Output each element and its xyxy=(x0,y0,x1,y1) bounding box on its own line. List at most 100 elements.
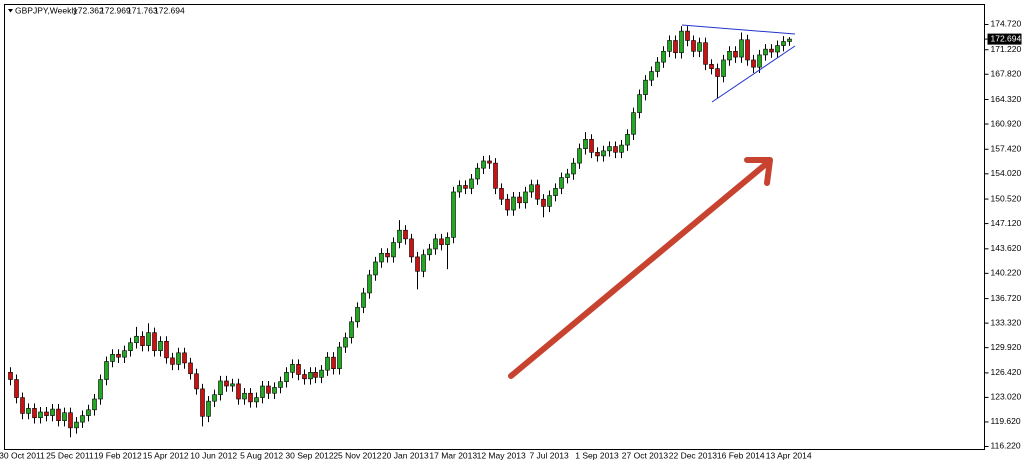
candle-body xyxy=(505,198,510,211)
candle-body xyxy=(487,160,492,164)
candle-body xyxy=(170,357,175,365)
candle-body xyxy=(110,353,115,362)
candle-body xyxy=(607,146,612,152)
candle-body xyxy=(637,94,642,113)
candle-body xyxy=(206,400,211,417)
candle-body xyxy=(218,380,223,395)
y-tick-label: 164.320 xyxy=(991,94,1022,104)
candle-body xyxy=(92,398,97,411)
candle-body xyxy=(325,356,330,371)
candle-body xyxy=(757,54,762,68)
plot-frame xyxy=(4,4,985,450)
candle-body xyxy=(577,148,582,164)
candle-body xyxy=(230,383,235,387)
y-tick-label: 129.920 xyxy=(991,342,1022,352)
candle-body xyxy=(427,248,432,256)
candle-body xyxy=(517,196,522,204)
candle-body xyxy=(553,188,558,196)
x-tick-label: 13 Apr 2014 xyxy=(766,450,812,460)
candle-body xyxy=(751,59,756,68)
candle-body xyxy=(565,173,570,178)
candle-body xyxy=(679,30,684,54)
x-tick-label: 10 Jun 2012 xyxy=(190,450,237,460)
candle-body xyxy=(673,40,678,54)
y-tick-label: 167.820 xyxy=(991,69,1022,79)
candle-body xyxy=(122,350,127,358)
candle-body xyxy=(296,364,301,375)
trend-arrow-head xyxy=(744,157,773,186)
current-price: 172.694 xyxy=(984,33,1022,45)
candle-body xyxy=(733,51,738,58)
candle-body xyxy=(290,364,295,373)
candle-body xyxy=(254,397,259,403)
y-tick-label: 119.620 xyxy=(991,416,1021,426)
candle-body xyxy=(26,408,31,414)
y-tick-label: 147.120 xyxy=(991,218,1022,228)
x-tick-label: 5 Aug 2012 xyxy=(240,450,283,460)
candle-body xyxy=(284,372,289,382)
high-label: 172.969 xyxy=(100,5,131,15)
candle-body xyxy=(415,256,420,272)
candle-body xyxy=(643,79,648,95)
candle-body xyxy=(302,374,307,380)
candle-body xyxy=(697,42,702,52)
candle-body xyxy=(583,139,588,149)
candle-body xyxy=(469,178,474,189)
candle-body xyxy=(499,188,504,200)
y-tick-label: 126.420 xyxy=(991,367,1022,377)
candle-body xyxy=(20,397,25,414)
candle-body xyxy=(541,198,546,207)
candle-body xyxy=(349,321,354,338)
candle-body xyxy=(529,184,534,193)
y-tick-label: 133.320 xyxy=(991,317,1022,327)
candle-body xyxy=(200,388,205,417)
candle-body xyxy=(158,340,163,351)
candle-body xyxy=(667,40,672,52)
x-tick-label: 15 Apr 2012 xyxy=(143,450,189,460)
candle-body xyxy=(56,408,61,421)
y-tick-label: 136.720 xyxy=(991,293,1022,303)
candle-body xyxy=(104,361,109,380)
triangle-lower-line xyxy=(711,45,796,103)
candle-body xyxy=(224,380,229,387)
candle-body xyxy=(511,196,516,211)
candle-body xyxy=(367,274,372,294)
candle-body xyxy=(691,40,696,52)
candle-body xyxy=(260,385,265,398)
candle-body xyxy=(355,307,360,323)
candle-body xyxy=(62,412,67,421)
candle-body xyxy=(236,383,241,400)
candle-body xyxy=(128,342,133,351)
candle-body xyxy=(589,139,594,153)
candle-body xyxy=(308,372,313,380)
candle-body xyxy=(421,254,426,272)
x-tick-label: 16 Feb 2014 xyxy=(717,450,765,460)
candle-body xyxy=(655,61,660,72)
candle-body xyxy=(152,332,157,351)
candle-body xyxy=(685,30,690,41)
header-icon xyxy=(8,9,13,13)
candle-body xyxy=(146,332,151,346)
y-tick-label: 160.920 xyxy=(991,118,1022,128)
y-tick-label: 123.020 xyxy=(991,392,1022,402)
candle-body xyxy=(116,353,121,358)
x-tick-label: 25 Nov 2012 xyxy=(333,450,381,460)
candle-body xyxy=(337,346,342,370)
x-tick-label: 20 Jan 2013 xyxy=(382,450,429,460)
candle-body xyxy=(463,185,468,189)
candle-body xyxy=(457,185,462,193)
low-label: 171.763 xyxy=(127,5,158,15)
candle-body xyxy=(86,409,91,416)
candle-body xyxy=(661,51,666,63)
candle-body xyxy=(98,379,103,400)
x-tick-label: 17 Mar 2013 xyxy=(429,450,477,460)
candle-body xyxy=(535,184,540,200)
candle-body xyxy=(775,45,780,53)
candle-body xyxy=(739,39,744,58)
candle-body xyxy=(50,408,55,416)
candle-body xyxy=(38,411,43,419)
candle-body xyxy=(343,337,348,348)
x-tick-label: 7 Jul 2013 xyxy=(529,450,568,460)
candle-body xyxy=(445,237,450,245)
